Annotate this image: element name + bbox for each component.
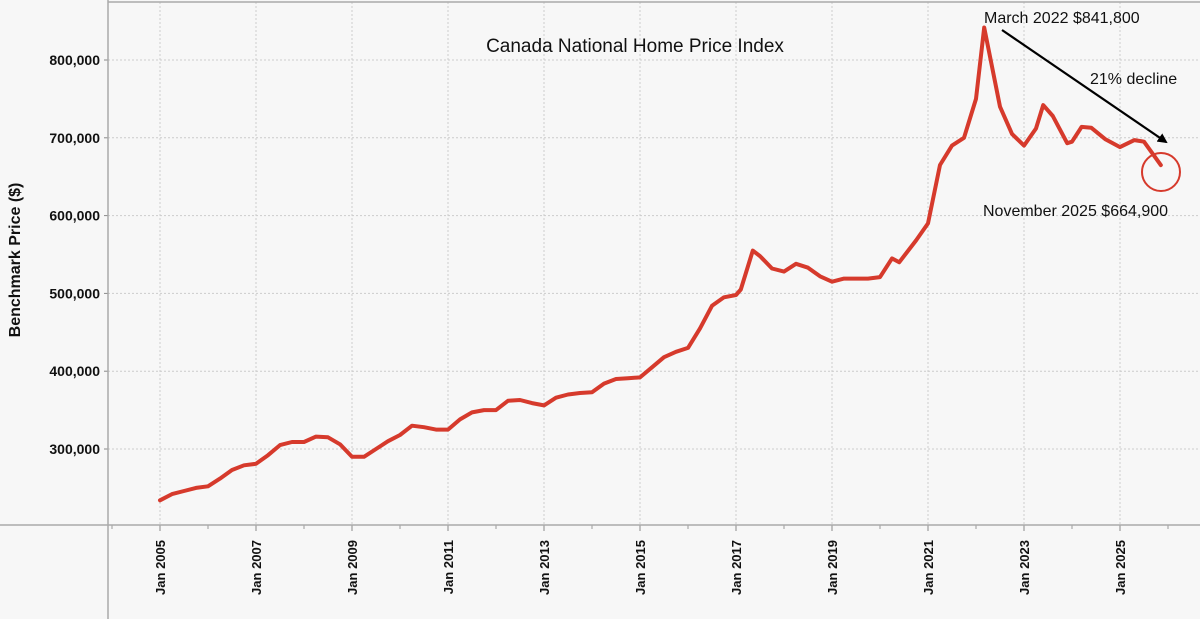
x-tick-label: Jan 2007 (249, 540, 264, 595)
decline-arrow (1001, 29, 1168, 144)
x-tick-label: Jan 2025 (1113, 540, 1128, 595)
x-tick-label: Jan 2009 (345, 540, 360, 595)
y-tick-label: 800,000 (49, 52, 100, 68)
grid (104, 2, 1200, 531)
x-tick-label: Jan 2015 (633, 540, 648, 595)
x-tick-label: Jan 2017 (729, 540, 744, 595)
y-tick-label: 700,000 (49, 130, 100, 146)
y-tick-label: 500,000 (49, 285, 100, 301)
y-tick-label: 600,000 (49, 208, 100, 224)
y-tick-label: 300,000 (49, 441, 100, 457)
x-tick-label: Jan 2021 (921, 540, 936, 595)
y-tick-labels: 300,000 400,000 500,000 600,000 700,000 800,0… (49, 52, 100, 457)
latest-value-circle (1141, 152, 1181, 192)
x-tick-label: Jan 2013 (537, 540, 552, 595)
peak-annotation: March 2022 $841,800 (984, 10, 1140, 27)
x-tick-label: Jan 2005 (153, 540, 168, 595)
y-axis-label: Benchmark Price ($) (7, 183, 24, 338)
chart-title: Canada National Home Price Index (486, 36, 784, 57)
latest-annotation: November 2025 $664,900 (983, 203, 1168, 220)
decline-annotation: 21% decline (1090, 71, 1177, 88)
x-tick-label: Jan 2019 (825, 540, 840, 595)
y-tick-label: 400,000 (49, 363, 100, 379)
x-tick-labels: Jan 2005 Jan 2007 Jan 2009 Jan 2011 Jan 2013… (153, 540, 1128, 595)
series-line (158, 25, 1163, 503)
x-tick-label: Jan 2023 (1017, 540, 1032, 595)
x-tick-label: Jan 2011 (441, 540, 456, 594)
